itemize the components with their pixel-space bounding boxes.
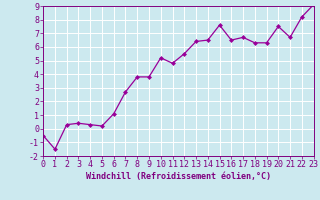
X-axis label: Windchill (Refroidissement éolien,°C): Windchill (Refroidissement éolien,°C): [86, 172, 271, 181]
